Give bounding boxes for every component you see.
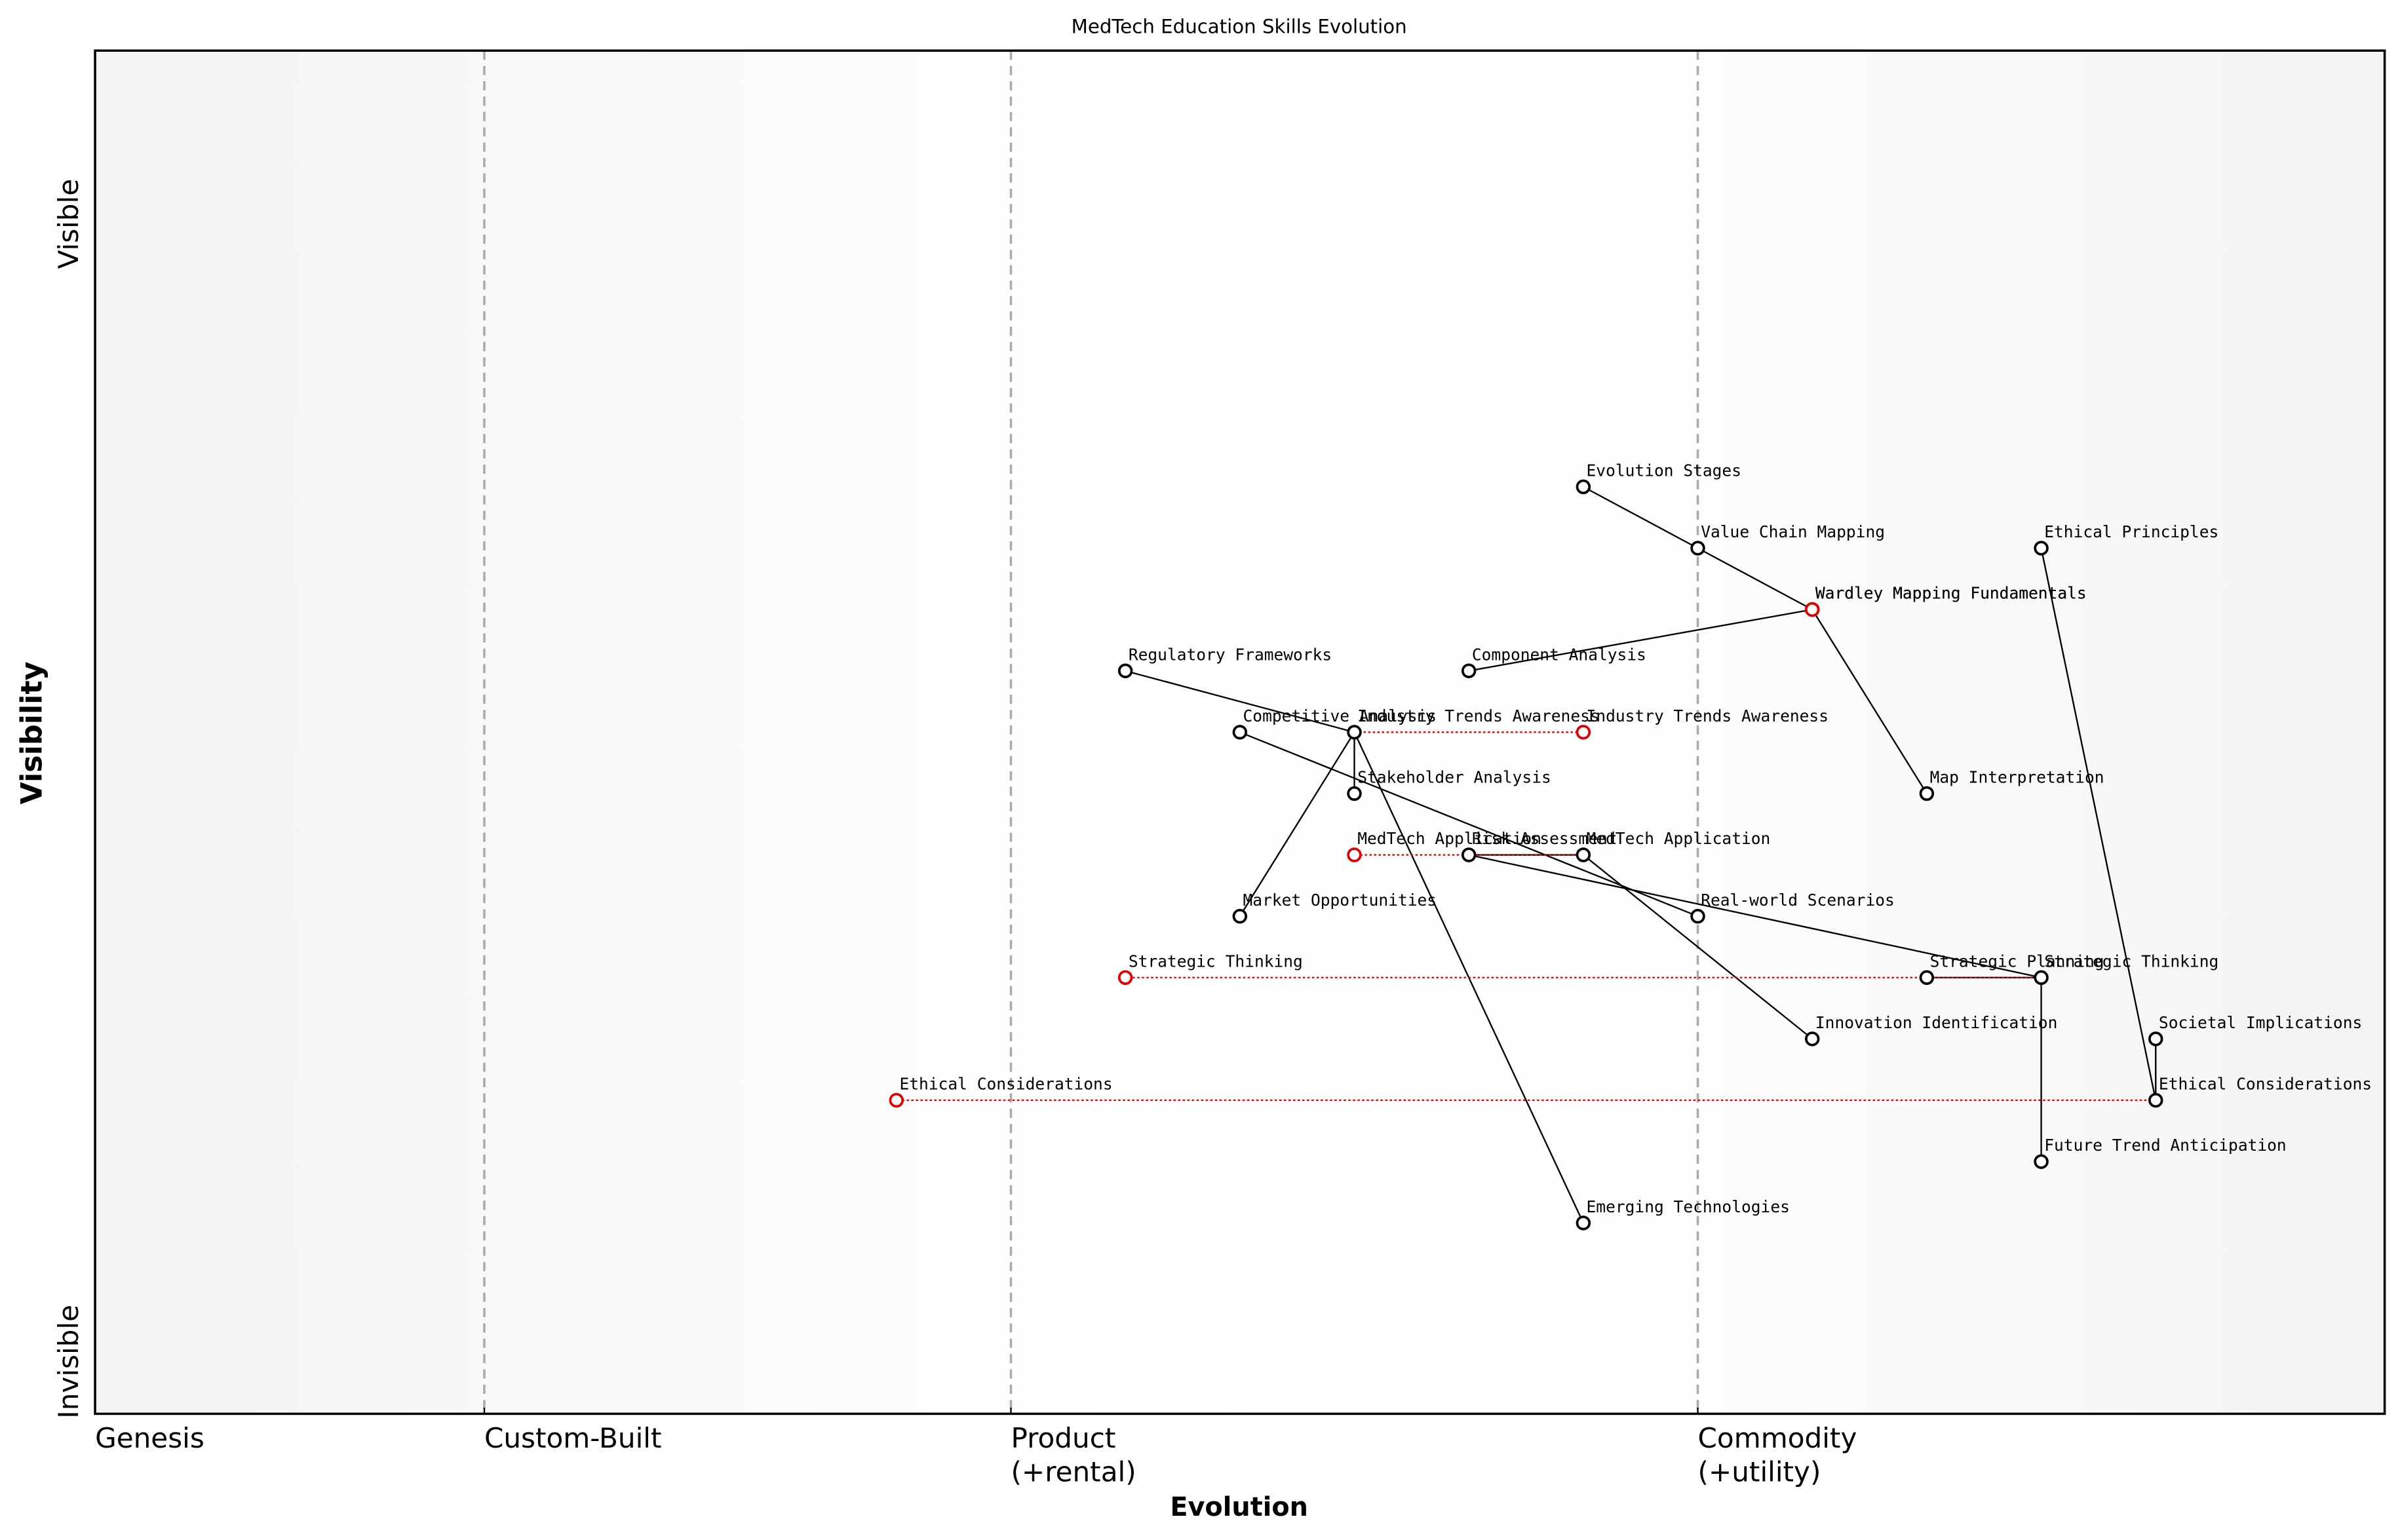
- evolved-node: [1804, 602, 1820, 617]
- y-bottom-label: Invisible: [52, 1305, 85, 1419]
- node-label: Innovation Identification: [1815, 1013, 2057, 1032]
- plot-frame: [94, 49, 2386, 1415]
- link: [1583, 486, 1699, 549]
- node: [2034, 1154, 2049, 1169]
- x-tick-label: Custom-Built: [484, 1422, 662, 1454]
- node-label: Stakeholder Analysis: [1357, 768, 1551, 787]
- link: [1468, 854, 2042, 978]
- node-label: Industry Trends Awareness: [1357, 706, 1599, 725]
- evolved-node-label: Wardley Mapping Fundamentals: [1815, 584, 2087, 603]
- node: [2148, 1092, 2163, 1108]
- node: [1232, 908, 1248, 924]
- x-tick-label: Product (+rental): [1011, 1422, 1136, 1488]
- y-top-label: Visible: [52, 179, 85, 269]
- link: [1811, 609, 1927, 794]
- node: [1690, 541, 1705, 556]
- x-tick-label: Genesis: [95, 1422, 204, 1454]
- node-label: Emerging Technologies: [1587, 1197, 1790, 1216]
- evolved-node: [889, 1092, 904, 1108]
- node-label: Ethical Principles: [2044, 522, 2218, 541]
- link: [1583, 854, 1813, 1040]
- node: [1919, 786, 1935, 801]
- node: [1117, 663, 1133, 678]
- evolved-node: [1347, 847, 1362, 862]
- x-axis-label: Evolution: [1170, 1492, 1308, 1522]
- node: [2034, 541, 2049, 556]
- x-tick-label: Commodity (+utility): [1698, 1422, 1857, 1488]
- link: [1697, 547, 1813, 611]
- node-label: Market Opportunities: [1243, 891, 1437, 910]
- node: [1576, 847, 1591, 862]
- node: [1690, 908, 1705, 924]
- node: [1576, 479, 1591, 495]
- node-label: Competitive Analysis: [1243, 706, 1437, 725]
- node-label: Future Trend Anticipation: [2044, 1136, 2286, 1155]
- node: [2034, 970, 2049, 985]
- node-label: Risk Assessment: [1472, 829, 1617, 848]
- node-label: Ethical Considerations: [2159, 1075, 2372, 1094]
- link: [2040, 548, 2157, 1101]
- evolved-node-label: Industry Trends Awareness: [1587, 706, 1829, 725]
- node-label: Evolution Stages: [1587, 461, 1741, 480]
- node: [2148, 1031, 2163, 1047]
- link: [1239, 731, 1355, 917]
- node: [1347, 725, 1362, 740]
- node-label: Real-world Scenarios: [1701, 891, 1895, 910]
- link: [1125, 670, 1355, 733]
- node-label: MedTech Application: [1587, 829, 1771, 848]
- node-label: Wardley Mapping Fundamentals: [1815, 584, 2087, 603]
- evolved-node: [1576, 725, 1591, 740]
- evolved-node-label: Strategic Thinking: [1129, 952, 1303, 971]
- node: [1461, 663, 1477, 678]
- chart-title: MedTech Education Skills Evolution: [1072, 16, 1407, 38]
- node-label: Component Analysis: [1472, 645, 1646, 664]
- y-axis-label: Visibility: [15, 661, 48, 804]
- node-label: Map Interpretation: [1930, 768, 2104, 787]
- node-label: Regulatory Frameworks: [1129, 645, 1332, 664]
- node: [1461, 847, 1477, 862]
- node: [1347, 786, 1362, 801]
- node-label: Strategic Thinking: [2044, 952, 2218, 971]
- link: [1468, 608, 1813, 672]
- node: [1576, 1215, 1591, 1231]
- node: [1919, 970, 1935, 985]
- evolved-node-label: Ethical Considerations: [899, 1075, 1112, 1094]
- evolved-node: [1117, 970, 1133, 985]
- evolved-node-label: MedTech Application: [1357, 829, 1541, 848]
- node-label: Strategic Planning: [1930, 952, 2104, 971]
- node: [1232, 725, 1248, 740]
- node-label: Value Chain Mapping: [1701, 522, 1885, 541]
- node-label: Societal Implications: [2159, 1013, 2362, 1032]
- node: [1804, 1031, 1820, 1047]
